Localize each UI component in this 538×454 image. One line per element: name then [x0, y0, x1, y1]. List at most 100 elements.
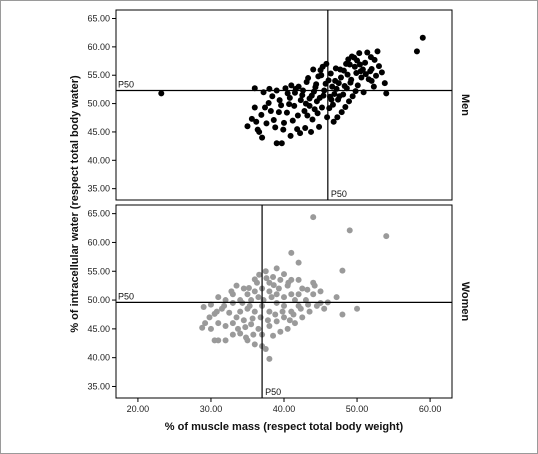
data-point	[234, 325, 241, 332]
y-tick-label: 65.00	[87, 14, 110, 24]
data-point	[228, 288, 235, 295]
data-point	[255, 294, 262, 301]
data-point	[318, 104, 325, 111]
y-tick-label: 60.00	[87, 42, 110, 52]
data-point	[284, 90, 291, 97]
data-point	[283, 109, 290, 116]
data-point	[279, 308, 286, 315]
data-point	[221, 302, 228, 309]
data-point	[291, 320, 298, 327]
data-point	[370, 83, 377, 90]
y-tick-label: 50.00	[87, 295, 110, 305]
data-point	[250, 331, 257, 338]
data-point	[299, 285, 306, 292]
data-point	[237, 308, 244, 315]
data-point	[270, 117, 277, 124]
data-point	[304, 112, 311, 119]
data-point	[346, 61, 353, 68]
data-point	[207, 325, 214, 332]
data-point	[309, 116, 316, 123]
data-point	[253, 118, 260, 125]
data-point	[342, 103, 349, 110]
data-point	[383, 90, 390, 97]
data-point	[339, 311, 346, 318]
data-point	[305, 301, 312, 308]
data-point	[270, 332, 277, 339]
data-point	[272, 124, 279, 131]
data-point	[200, 303, 207, 310]
data-point	[273, 140, 280, 147]
data-point	[281, 314, 287, 321]
data-point	[381, 80, 388, 87]
data-point	[251, 308, 258, 315]
data-point	[337, 66, 344, 73]
data-point	[281, 119, 287, 126]
data-point	[275, 285, 282, 292]
data-point	[306, 95, 313, 102]
data-point	[308, 128, 315, 135]
data-point	[265, 100, 272, 107]
data-point	[240, 285, 247, 292]
data-point	[244, 291, 251, 298]
x-tick-label: 60.00	[419, 404, 442, 414]
data-point	[245, 284, 252, 291]
data-point	[362, 71, 369, 78]
data-point	[336, 93, 343, 100]
panel-women-label: Women	[459, 282, 471, 322]
data-point	[215, 337, 222, 344]
data-point	[233, 314, 240, 321]
data-point	[251, 341, 258, 348]
panel-men-y-ticks: 35.00 40.00 45.00 50.00 55.00 60.00 65.00	[87, 14, 116, 194]
data-point	[317, 288, 324, 295]
x-tick-label: 50.00	[346, 404, 369, 414]
data-point	[255, 325, 262, 332]
x-axis-title: % of muscle mass (respect total body wei…	[165, 421, 404, 433]
panel-women-p50-label-horizontal: P50	[118, 291, 134, 301]
data-point	[244, 123, 251, 130]
data-point	[310, 214, 317, 221]
data-point	[357, 68, 364, 75]
data-point	[375, 63, 382, 70]
y-tick-label: 45.00	[87, 127, 110, 137]
data-point	[278, 140, 285, 147]
data-point	[206, 314, 213, 321]
data-point	[213, 308, 220, 315]
data-point	[222, 322, 229, 329]
data-point	[266, 288, 273, 295]
data-point	[344, 71, 351, 78]
data-point	[333, 294, 340, 301]
data-point	[341, 83, 348, 89]
data-point	[299, 92, 306, 99]
panel-men-points	[158, 34, 426, 147]
data-point	[313, 302, 320, 309]
data-point	[285, 279, 292, 286]
data-point	[266, 322, 273, 329]
data-point	[295, 83, 302, 90]
data-point	[240, 317, 247, 324]
data-point	[286, 94, 293, 101]
data-point	[331, 90, 338, 97]
data-point	[327, 93, 334, 100]
data-point	[248, 321, 255, 328]
data-point	[302, 100, 309, 107]
data-point	[338, 109, 345, 116]
data-point	[270, 282, 277, 289]
x-tick-label: 40.00	[273, 404, 296, 414]
x-tick-label: 30.00	[200, 404, 223, 414]
data-point	[207, 301, 214, 308]
data-point	[349, 93, 356, 100]
data-point	[337, 74, 344, 81]
data-point	[304, 286, 311, 293]
data-point	[284, 325, 291, 332]
data-point	[287, 132, 294, 139]
y-tick-label: 50.00	[87, 99, 110, 109]
y-tick-label: 35.00	[87, 381, 110, 391]
data-point	[268, 294, 275, 301]
y-tick-label: 40.00	[87, 353, 110, 363]
data-point	[334, 114, 341, 121]
data-point	[291, 89, 298, 96]
data-point	[266, 355, 273, 362]
data-point	[233, 282, 240, 289]
data-point	[291, 297, 298, 304]
data-point	[378, 69, 385, 76]
